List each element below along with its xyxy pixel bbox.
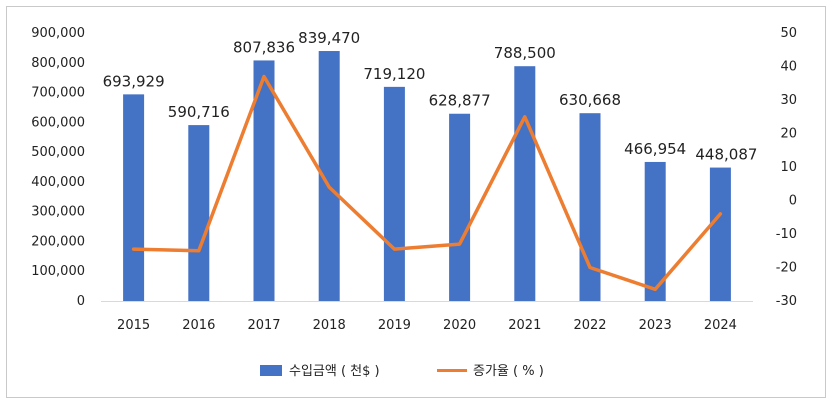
right-tick-label: 0 bbox=[789, 194, 797, 209]
left-tick-label: 600,000 bbox=[31, 115, 85, 130]
x-tick-label: 2022 bbox=[573, 318, 606, 333]
left-tick-label: 400,000 bbox=[31, 175, 85, 190]
right-tick-label: 30 bbox=[780, 93, 797, 108]
data-label-2016: 590,716 bbox=[168, 103, 230, 121]
data-label-2019: 719,120 bbox=[363, 65, 425, 83]
bar-2022 bbox=[579, 113, 601, 302]
bar-2018 bbox=[318, 51, 340, 301]
bar-2024 bbox=[709, 167, 731, 301]
data-label-2021: 788,500 bbox=[494, 44, 556, 62]
chart-frame: 693,929 590,716 807,836 839,470 719,120 628,8… bbox=[6, 6, 826, 398]
left-axis: 0 100,000 200,000 300,000 400,000 500,000 600,… bbox=[31, 26, 85, 309]
bar-series bbox=[123, 51, 731, 302]
right-tick-label: -10 bbox=[776, 227, 797, 242]
data-label-2017: 807,836 bbox=[233, 38, 295, 56]
legend-label-bar: 수입금액 ( 천$ ) bbox=[289, 364, 380, 379]
bar-2015 bbox=[123, 94, 145, 301]
right-axis: -30 -20 -10 0 10 20 30 40 50 bbox=[776, 26, 797, 309]
left-tick-label: 700,000 bbox=[31, 86, 85, 101]
x-tick-label: 2019 bbox=[378, 318, 411, 333]
left-tick-label: 500,000 bbox=[31, 145, 85, 160]
left-tick-label: 200,000 bbox=[31, 234, 85, 249]
x-tick-label: 2018 bbox=[313, 318, 346, 333]
bar-2017 bbox=[253, 60, 275, 301]
x-tick-label: 2016 bbox=[182, 318, 215, 333]
left-tick-label: 900,000 bbox=[31, 26, 85, 41]
data-label-2018: 839,470 bbox=[298, 29, 360, 47]
data-label-2020: 628,877 bbox=[429, 92, 491, 110]
left-tick-label: 300,000 bbox=[31, 205, 85, 220]
bar-2016 bbox=[188, 125, 210, 301]
x-tick-label: 2017 bbox=[247, 318, 280, 333]
right-tick-label: 50 bbox=[780, 26, 797, 41]
bar-2019 bbox=[383, 86, 405, 301]
right-tick-label: 10 bbox=[780, 160, 797, 175]
left-tick-label: 800,000 bbox=[31, 56, 85, 71]
x-tick-label: 2021 bbox=[508, 318, 541, 333]
line-series bbox=[131, 74, 723, 292]
x-axis: 2015 2016 2017 2018 2019 2020 2021 2022 2023 2024 bbox=[101, 301, 753, 333]
right-tick-label: 20 bbox=[780, 127, 797, 142]
legend-swatch-bar bbox=[260, 365, 282, 376]
bar-2023 bbox=[644, 161, 666, 301]
x-tick-label: 2020 bbox=[443, 318, 476, 333]
right-tick-label: 40 bbox=[780, 60, 797, 75]
right-tick-label: -20 bbox=[776, 261, 797, 276]
left-tick-label: 0 bbox=[77, 294, 85, 309]
right-tick-label: -30 bbox=[776, 294, 797, 309]
x-tick-label: 2023 bbox=[639, 318, 672, 333]
growth-rate-line bbox=[131, 74, 723, 292]
legend-label-line: 증가율 ( % ) bbox=[473, 364, 544, 379]
bar-2020 bbox=[449, 113, 471, 301]
data-label-2022: 630,668 bbox=[559, 91, 621, 109]
left-tick-label: 100,000 bbox=[31, 264, 85, 279]
data-label-2024: 448,087 bbox=[695, 146, 757, 164]
bar-2021 bbox=[514, 66, 536, 301]
x-tick-label: 2015 bbox=[117, 318, 150, 333]
data-label-2015: 693,929 bbox=[103, 72, 165, 90]
data-label-2023: 466,954 bbox=[624, 140, 686, 158]
x-tick-label: 2024 bbox=[704, 318, 737, 333]
legend: 수입금액 ( 천$ ) 증가율 ( % ) bbox=[260, 364, 544, 379]
